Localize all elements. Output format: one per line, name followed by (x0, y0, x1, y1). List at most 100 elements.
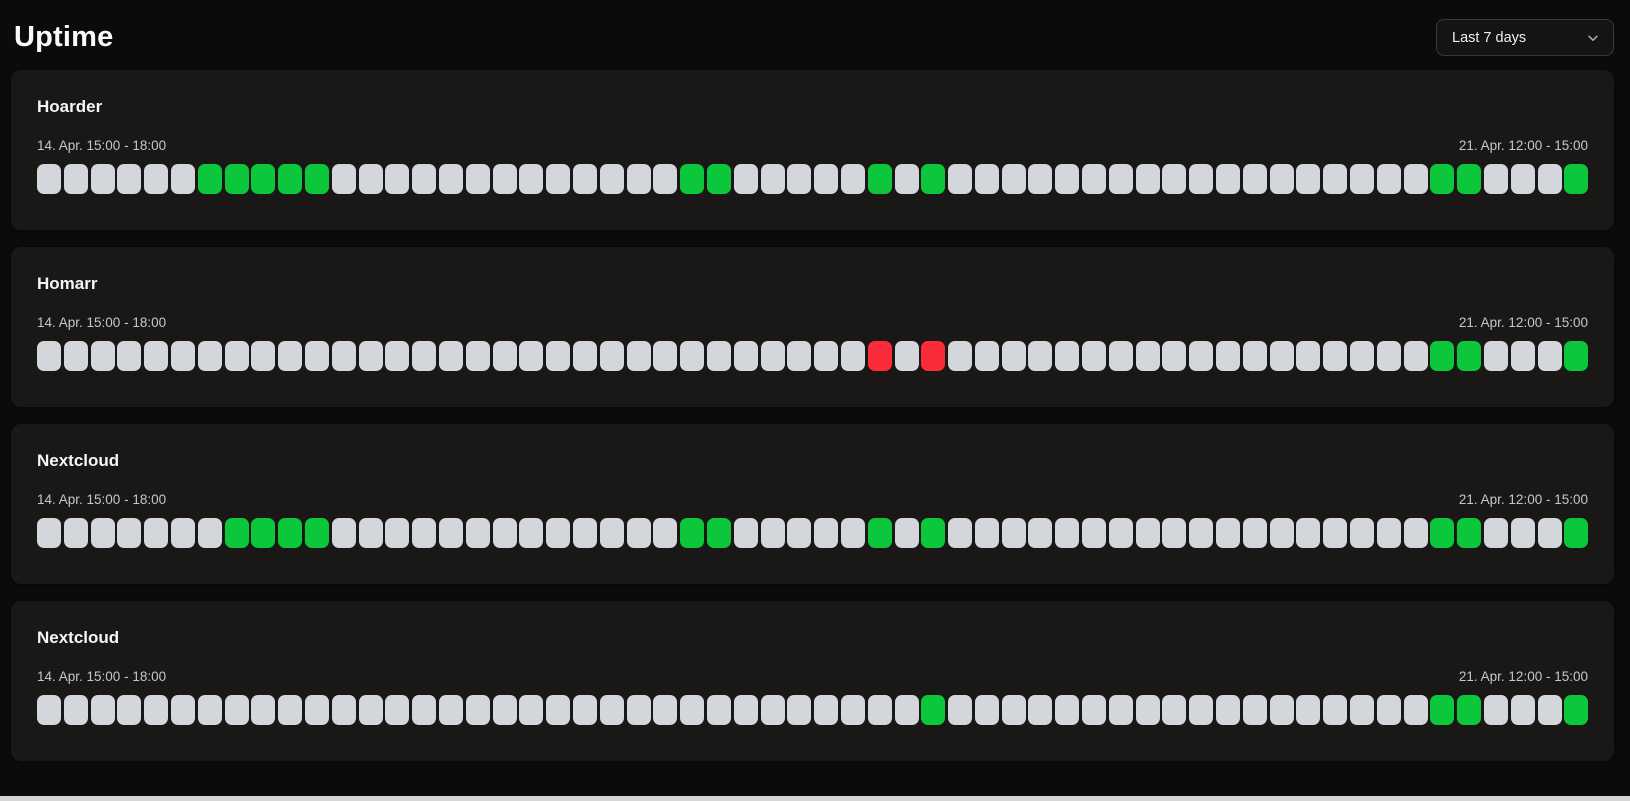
uptime-cell-empty (144, 695, 169, 725)
range-row: 14. Apr. 15:00 - 18:00 21. Apr. 12:00 - … (37, 669, 1588, 684)
uptime-cell-empty (1484, 341, 1509, 371)
uptime-cell-empty (170, 341, 195, 371)
uptime-cell-empty (840, 341, 865, 371)
uptime-cell-empty (1216, 341, 1241, 371)
range-end-label: 21. Apr. 12:00 - 15:00 (1458, 492, 1588, 507)
uptime-cell-empty (1189, 518, 1214, 548)
uptime-cell-empty (787, 695, 812, 725)
uptime-cell-empty (1537, 341, 1562, 371)
uptime-cell-empty (1510, 695, 1535, 725)
uptime-cell-empty (1162, 341, 1187, 371)
uptime-cell-empty (1484, 164, 1509, 194)
range-end-label: 21. Apr. 12:00 - 15:00 (1458, 138, 1588, 153)
uptime-cell-empty (840, 164, 865, 194)
uptime-cell-up (1430, 518, 1455, 548)
uptime-cell-empty (144, 164, 169, 194)
uptime-cell-up (867, 164, 892, 194)
uptime-cell-down (921, 341, 946, 371)
uptime-cell-empty (894, 341, 919, 371)
uptime-cell-empty (412, 164, 437, 194)
uptime-cell-empty (894, 164, 919, 194)
uptime-cell-up (706, 164, 731, 194)
uptime-cell-empty (1189, 341, 1214, 371)
uptime-cell-empty (1376, 518, 1401, 548)
range-end-label: 21. Apr. 12:00 - 15:00 (1458, 669, 1588, 684)
uptime-cell-empty (385, 695, 410, 725)
uptime-cell-empty (948, 164, 973, 194)
uptime-cell-empty (1082, 695, 1107, 725)
uptime-cell-empty (37, 164, 61, 194)
uptime-cell-empty (626, 518, 651, 548)
uptime-cell-empty (1403, 341, 1428, 371)
uptime-cell-up (278, 164, 303, 194)
uptime-page: Uptime Last 7 days Hoarder 14. Apr. 15:0… (11, 0, 1614, 761)
uptime-cell-empty (1537, 164, 1562, 194)
uptime-cell-empty (787, 341, 812, 371)
uptime-cell-empty (1189, 164, 1214, 194)
uptime-cell-empty (1135, 695, 1160, 725)
time-range-value: Last 7 days (1452, 29, 1527, 46)
uptime-cell-up (1430, 695, 1455, 725)
range-start-label: 14. Apr. 15:00 - 18:00 (37, 669, 167, 684)
uptime-cell-empty (760, 164, 785, 194)
uptime-cell-empty (170, 518, 195, 548)
uptime-cell-empty (438, 164, 463, 194)
uptime-cell-empty (1216, 695, 1241, 725)
uptime-cell-empty (787, 164, 812, 194)
range-start-label: 14. Apr. 15:00 - 18:00 (37, 315, 167, 330)
uptime-cell-empty (840, 518, 865, 548)
uptime-cell-empty (117, 695, 142, 725)
uptime-cell-up (680, 518, 705, 548)
uptime-cell-empty (37, 341, 61, 371)
uptime-cell-up (1564, 518, 1589, 548)
uptime-cell-up (680, 164, 705, 194)
uptime-cell-empty (465, 695, 490, 725)
uptime-cell-up (304, 164, 329, 194)
uptime-cell-empty (894, 695, 919, 725)
horizontal-scrollbar[interactable] (0, 796, 1630, 801)
uptime-cell-empty (438, 695, 463, 725)
uptime-cell-up (224, 518, 249, 548)
uptime-cell-empty (465, 518, 490, 548)
uptime-cell-empty (1350, 341, 1375, 371)
uptime-cell-empty (63, 518, 88, 548)
range-end-label: 21. Apr. 12:00 - 15:00 (1458, 315, 1588, 330)
uptime-cell-empty (974, 341, 999, 371)
uptime-cell-empty (438, 518, 463, 548)
uptime-cell-empty (787, 518, 812, 548)
uptime-cell-empty (1082, 341, 1107, 371)
uptime-cell-empty (37, 695, 61, 725)
range-start-label: 14. Apr. 15:00 - 18:00 (37, 138, 167, 153)
uptime-cell-empty (1510, 341, 1535, 371)
uptime-cell-empty (1108, 341, 1133, 371)
time-range-select[interactable]: Last 7 days (1436, 19, 1614, 56)
uptime-cell-empty (37, 518, 61, 548)
uptime-cell-empty (1001, 164, 1026, 194)
uptime-cell-empty (224, 695, 249, 725)
uptime-cell-up (1564, 695, 1589, 725)
uptime-cell-empty (599, 164, 624, 194)
uptime-cell-empty (358, 341, 383, 371)
uptime-cell-empty (653, 341, 678, 371)
uptime-cell-empty (1510, 518, 1535, 548)
uptime-cell-up (251, 164, 276, 194)
uptime-cell-empty (278, 695, 303, 725)
uptime-cell-empty (1082, 518, 1107, 548)
uptime-cell-empty (144, 518, 169, 548)
page-header: Uptime Last 7 days (11, 0, 1614, 70)
uptime-cell-empty (1028, 518, 1053, 548)
uptime-cell-empty (974, 695, 999, 725)
uptime-cell-empty (1350, 695, 1375, 725)
uptime-cell-empty (90, 164, 115, 194)
uptime-cell-empty (1242, 695, 1267, 725)
uptime-cell-empty (492, 341, 517, 371)
uptime-cell-up (921, 518, 946, 548)
uptime-cell-up (1564, 341, 1589, 371)
uptime-cell-empty (117, 341, 142, 371)
uptime-cell-empty (572, 341, 597, 371)
monitor-card: Hoarder 14. Apr. 15:00 - 18:00 21. Apr. … (11, 70, 1614, 230)
uptime-cell-empty (438, 341, 463, 371)
uptime-cell-empty (760, 695, 785, 725)
uptime-cell-empty (519, 695, 544, 725)
monitor-list: Hoarder 14. Apr. 15:00 - 18:00 21. Apr. … (11, 70, 1614, 761)
